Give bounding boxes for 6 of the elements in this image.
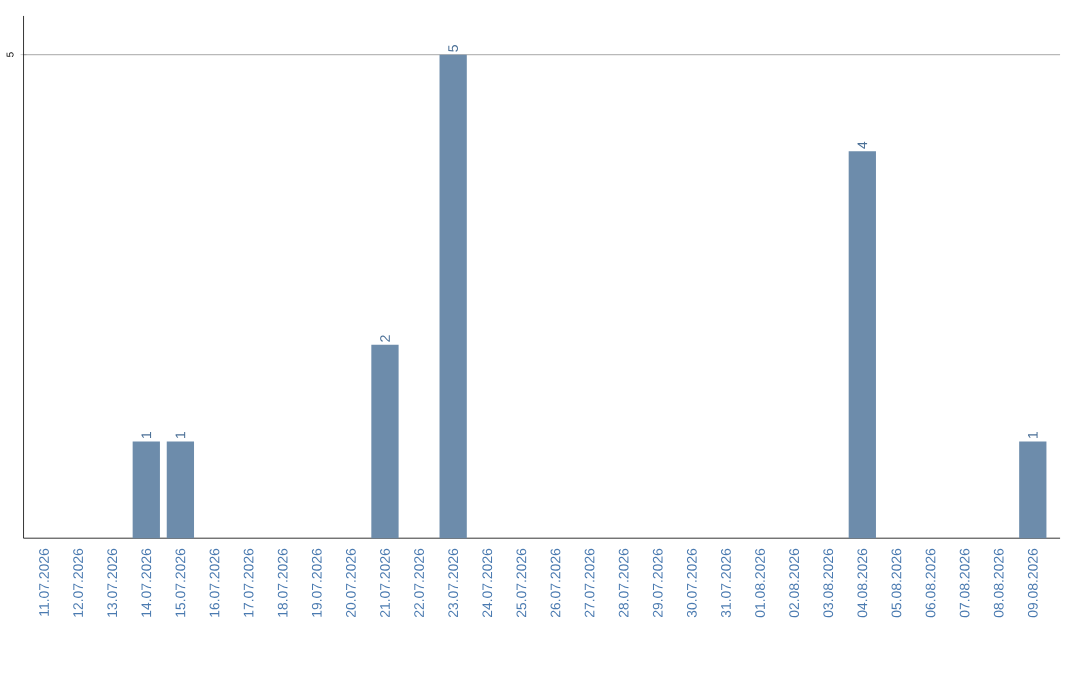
bar <box>439 54 467 539</box>
bar <box>166 441 195 539</box>
bar <box>1019 441 1047 539</box>
bar <box>848 151 876 539</box>
bar <box>132 441 160 539</box>
bar <box>371 344 399 539</box>
